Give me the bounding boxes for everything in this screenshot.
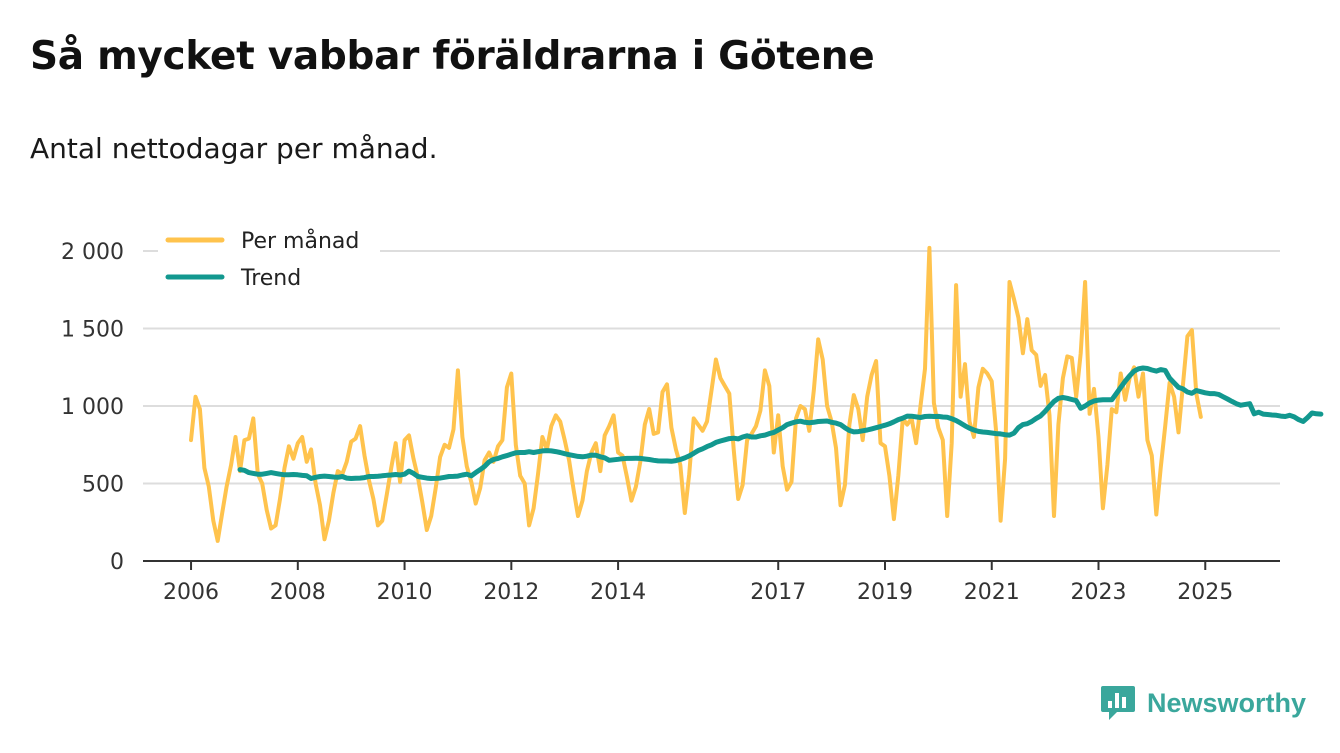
x-tick-label: 2010 [377,580,433,605]
x-tick-label: 2012 [483,580,539,605]
x-tick-label: 2021 [964,580,1020,605]
x-tick-label: 2025 [1177,580,1233,605]
series-line-trend [237,365,1324,481]
chart-title: Så mycket vabbar föräldrarna i Götene [30,34,875,79]
y-tick-label: 0 [110,550,124,575]
x-tick-label: 2023 [1071,580,1127,605]
y-tick-label: 500 [82,473,124,498]
legend-background [158,222,380,298]
brand-name: Newsworthy [1146,687,1306,718]
newsworthy-logo-icon [1100,686,1135,720]
y-tick-label: 1 500 [61,318,124,343]
y-tick-label: 2 000 [61,240,124,265]
legend-label-per-manad: Per månad [241,228,359,254]
legend-label-trend: Trend [240,266,301,291]
x-tick-label: 2019 [857,580,913,605]
y-tick-label: 1 000 [61,395,124,420]
x-tick-label: 2006 [163,580,219,605]
x-tick-label: 2014 [590,580,646,605]
brand: Newsworthy [1099,683,1306,723]
chart-subtitle: Antal nettodagar per månad. [30,132,438,165]
series-line-per-manad [189,245,1203,543]
x-tick-label: 2008 [270,580,326,605]
x-tick-label: 2017 [750,580,806,605]
